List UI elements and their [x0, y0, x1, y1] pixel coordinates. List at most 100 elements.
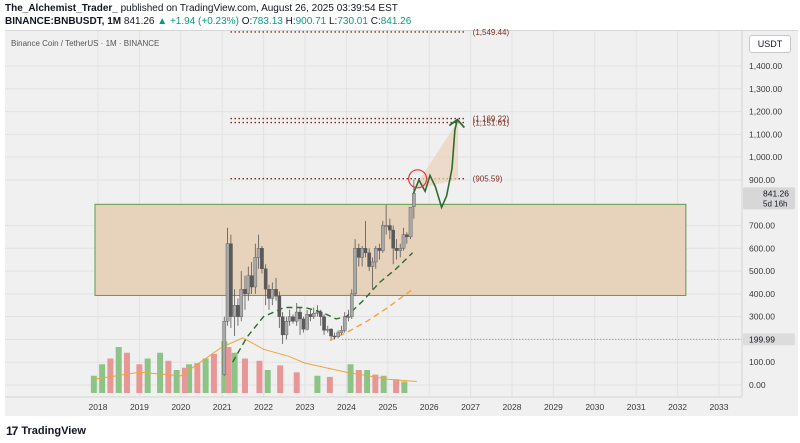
candle-body [236, 305, 240, 317]
candle-body [308, 314, 313, 317]
marker-badge [743, 333, 795, 346]
candle-body [398, 248, 403, 251]
ema-orange-line [329, 288, 414, 342]
x-tick-label: 2022 [254, 402, 273, 412]
volume-bar-red [123, 352, 130, 393]
candle-body [311, 313, 316, 317]
volume-bar-red [372, 374, 379, 393]
y-tick-label: 600.00 [749, 243, 775, 253]
candle-body [287, 316, 292, 322]
x-tick-label: 2024 [337, 402, 356, 412]
candle-body [322, 316, 326, 331]
volume-bar-red [355, 370, 362, 393]
candle-body [291, 316, 295, 322]
volume-bar-red [165, 360, 172, 393]
volume-bar-green [186, 364, 193, 393]
volume-bar-green [173, 370, 180, 393]
level-label: (1,169.22) [473, 115, 510, 124]
projection-area [413, 120, 459, 190]
x-tick-label: 2027 [461, 402, 480, 412]
open-label: O: [241, 16, 253, 27]
candle-body [405, 234, 409, 238]
tradingview-logo-text: TradingView [21, 425, 86, 437]
x-tick-label: 2025 [378, 402, 397, 412]
y-tick-label: 1,400.00 [749, 61, 782, 71]
candle-body [349, 293, 354, 317]
volume-bar-red [277, 365, 284, 393]
candles [222, 179, 416, 376]
candle-body [256, 248, 261, 258]
volume-bar-green [115, 347, 122, 393]
y-tick-label: 700.00 [749, 221, 775, 231]
candle-body [305, 314, 309, 330]
candle-body [408, 207, 413, 238]
y-tick-label: 300.00 [749, 312, 775, 322]
published-text: published on TradingView.com, August 26,… [120, 3, 398, 14]
y-tick-label: 500.00 [749, 266, 775, 276]
x-axis: 2018 2019 2020 2021 2022 2023 2024 2025 2026 2027… [5, 396, 742, 412]
volume-bar-red [107, 358, 114, 393]
volume-bar-red [225, 347, 232, 393]
candle-body [294, 311, 299, 322]
current-price-label: 841.26 [763, 188, 789, 198]
y-tick-label: 1,000.00 [749, 152, 782, 162]
volume-bar-red [194, 363, 201, 393]
candle-body [315, 311, 320, 314]
level-label: (1,151.61) [473, 119, 510, 128]
candle-body [391, 229, 395, 249]
candle-body [339, 330, 344, 333]
candle-body [381, 225, 385, 251]
close-label: C: [370, 16, 381, 27]
open-value: 783.13 [252, 16, 283, 27]
header-line-author: The_Alchemist_Trader_ published on Tradi… [5, 2, 411, 15]
candle-body [249, 275, 254, 288]
x-tick-label: 2026 [420, 402, 439, 412]
close-value: 841.26 [380, 16, 412, 27]
candle-body [388, 225, 392, 231]
x-tick-label: 2019 [130, 402, 149, 412]
candle-body [342, 316, 347, 331]
header-line-ohlc: BINANCE:BNBUSDT, 1M 841.26 ▲ +1.94 (+0.2… [5, 15, 411, 28]
low-value: 730.01 [337, 16, 368, 27]
low-label: L: [329, 16, 338, 27]
candle-body [301, 318, 306, 330]
level-label: (905.59) [473, 175, 503, 184]
volume-bar-red [136, 364, 143, 393]
candle-body [394, 248, 399, 251]
highlight-circle [408, 169, 428, 189]
candle-body [346, 316, 351, 318]
volume-bar-green [231, 352, 238, 393]
author-name[interactable]: The_Alchemist_Trader_ [5, 3, 118, 14]
symbol-label: BINANCE:BNBUSDT, 1M [5, 16, 122, 27]
x-tick-label: 2029 [544, 402, 563, 412]
volume-bar-red [393, 379, 400, 393]
volume-bar-red [293, 372, 300, 393]
candle-body [253, 257, 258, 288]
candle-body [367, 252, 371, 267]
y-tick-label: 400.00 [749, 289, 775, 299]
high-value: 900.71 [295, 16, 327, 27]
volume-bar-red [241, 358, 248, 393]
high-label: H: [285, 16, 296, 27]
x-tick-label: 2031 [627, 402, 646, 412]
tradingview-logo[interactable]: 17 TradingView [6, 424, 86, 438]
candle-body [267, 289, 271, 299]
candle-body [377, 248, 382, 251]
currency-button[interactable]: USDT [749, 35, 791, 53]
projection-path [412, 119, 459, 210]
marker-label: 199.99 [749, 334, 775, 344]
y-tick-label: 900.00 [749, 175, 775, 185]
publish-header: The_Alchemist_Trader_ published on Tradi… [5, 2, 411, 28]
volume-bar-green [401, 381, 408, 393]
candle-body [412, 193, 416, 207]
x-tick-label: 2033 [710, 402, 729, 412]
volume-bar-green [314, 375, 321, 393]
candle-body [370, 261, 375, 267]
x-tick-label: 2023 [296, 402, 315, 412]
ema-green-line [231, 252, 414, 363]
volume-bar-green [264, 370, 271, 393]
candle-body [384, 225, 388, 227]
current-price-badge [743, 187, 795, 210]
